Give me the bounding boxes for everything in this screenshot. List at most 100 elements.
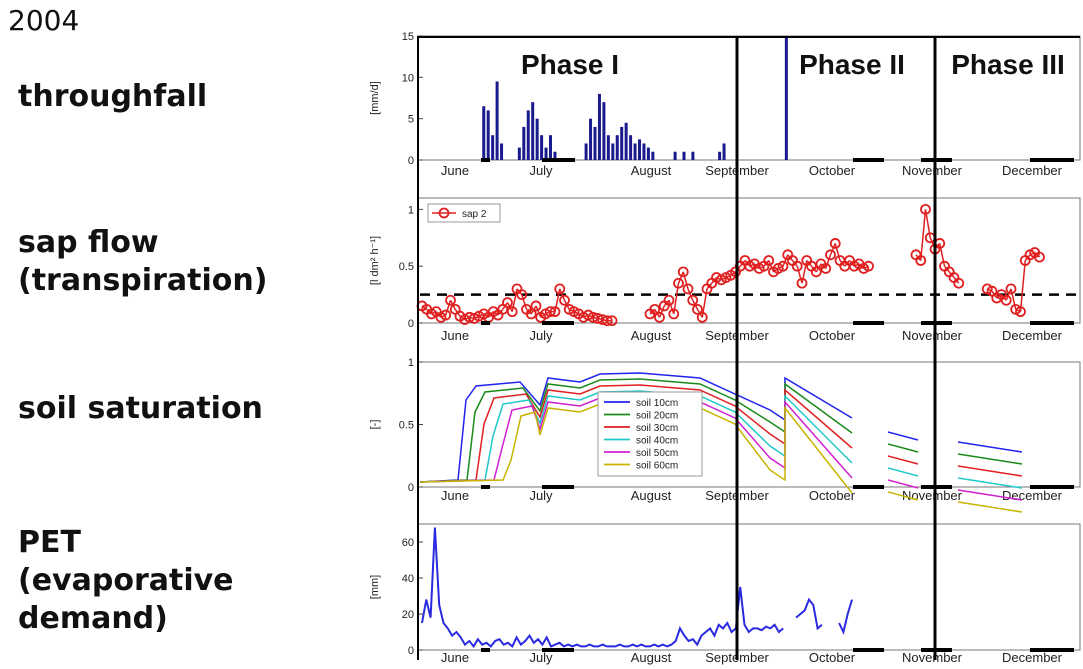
pet-line	[421, 527, 784, 649]
soil-series-line	[419, 396, 853, 483]
sap-point	[440, 309, 452, 321]
x-tick-label: October	[809, 328, 856, 343]
sap-point	[810, 266, 822, 278]
data-gap-marker	[1030, 321, 1074, 325]
sap-point	[829, 238, 841, 249]
sap-line-segment	[516, 288, 523, 296]
sap-line-segment	[525, 308, 532, 315]
sap-point	[682, 283, 694, 295]
x-tick-label: June	[441, 488, 469, 503]
x-tick-label: June	[441, 328, 469, 343]
x-tick-label: October	[809, 650, 856, 665]
panel-frame	[417, 361, 1081, 488]
sap-line-segment	[763, 260, 770, 267]
sap-point	[587, 311, 599, 323]
throughfall-bar	[624, 122, 628, 160]
y-tick-label: 20	[402, 609, 414, 621]
sap-point	[953, 277, 965, 289]
pet-label: PET (evaporative demand)	[18, 525, 234, 636]
throughfall-bar	[482, 106, 486, 160]
sap-point	[777, 260, 789, 272]
throughfall-bar	[642, 143, 646, 160]
x-tick-label: August	[631, 328, 672, 343]
soil-series-line	[419, 372, 853, 483]
sap-point	[1005, 283, 1017, 295]
sap-point	[915, 255, 927, 266]
data-gap-marker	[481, 648, 490, 652]
data-gap-marker	[853, 321, 884, 325]
soil-series-line	[887, 467, 919, 477]
soil-series-line	[887, 455, 919, 465]
soil-series-line	[957, 441, 1023, 453]
year-label: 2004	[8, 4, 80, 37]
throughfall-bar	[633, 143, 637, 160]
sap-point	[763, 255, 775, 266]
sap-line-segment	[535, 305, 542, 318]
sap-point	[687, 294, 699, 306]
sap-line-segment	[953, 277, 960, 284]
sap-point	[592, 313, 604, 324]
x-tick-label: November	[902, 650, 963, 665]
panel-frame	[417, 523, 1081, 651]
sap-line-segment	[829, 243, 836, 256]
data-gap-marker	[853, 648, 884, 652]
throughfall-bar	[682, 151, 686, 160]
soil-legend-label: soil 60cm	[636, 461, 678, 472]
x-tick-label: November	[902, 163, 963, 178]
throughfall-bar	[597, 93, 601, 160]
sap-line-segment	[1024, 254, 1031, 261]
data-gap-marker	[1030, 648, 1074, 652]
sap-point	[530, 300, 542, 312]
y-tick-label: 1	[408, 204, 414, 216]
x-tick-label: December	[1002, 488, 1063, 503]
x-tick-label: June	[441, 163, 469, 178]
sap-line-segment	[559, 288, 566, 301]
sap-point	[791, 260, 803, 272]
phase-label: Phase II	[799, 49, 905, 80]
sap-line-segment	[658, 305, 665, 318]
sap-point	[825, 249, 836, 261]
x-tick-label: August	[631, 488, 672, 503]
soil-series-line	[957, 453, 1023, 465]
sap-line-segment	[948, 271, 955, 279]
throughfall-bar	[673, 151, 677, 160]
sap-line-segment	[521, 294, 528, 310]
y-tick-label: 60	[402, 537, 414, 549]
sap-line-segment	[663, 299, 670, 307]
sap-line-segment	[806, 260, 813, 267]
throughfall-bar	[553, 151, 557, 160]
sap-point	[668, 308, 680, 320]
data-gap-marker	[542, 321, 574, 325]
y-tick-label: 5	[408, 114, 414, 126]
soil-series-line	[887, 431, 919, 441]
soil-series-line	[887, 491, 919, 501]
soil-legend-label: soil 30cm	[636, 423, 678, 434]
sap-line-segment	[649, 308, 656, 315]
y-tick-label: 0	[408, 155, 414, 167]
sap-line-segment	[782, 254, 789, 267]
sap-point	[696, 311, 708, 323]
throughfall-bar	[540, 135, 544, 160]
y-tick-label: 0.5	[399, 261, 414, 273]
sap-line-segment	[744, 260, 751, 267]
sap-line-segment	[487, 311, 494, 318]
data-gap-marker	[542, 485, 574, 489]
throughfall-bar	[535, 118, 539, 160]
throughfall-bar	[784, 36, 788, 160]
data-gap-marker	[542, 158, 575, 162]
sap-line-segment	[796, 265, 803, 284]
data-gap-marker	[1030, 158, 1074, 162]
data-gap-marker	[542, 648, 574, 652]
y-tick-label: 1	[408, 357, 414, 369]
throughfall-bar	[584, 143, 588, 160]
soil-series-line	[887, 443, 919, 453]
x-tick-label: August	[631, 163, 672, 178]
sap-line-segment	[915, 254, 922, 261]
x-tick-label: July	[529, 328, 553, 343]
sap-point	[549, 306, 561, 318]
throughfall-bar	[638, 139, 641, 160]
sap-line-segment	[1005, 288, 1012, 301]
sap-line-segment	[839, 260, 846, 267]
soil-series-line	[419, 384, 853, 483]
